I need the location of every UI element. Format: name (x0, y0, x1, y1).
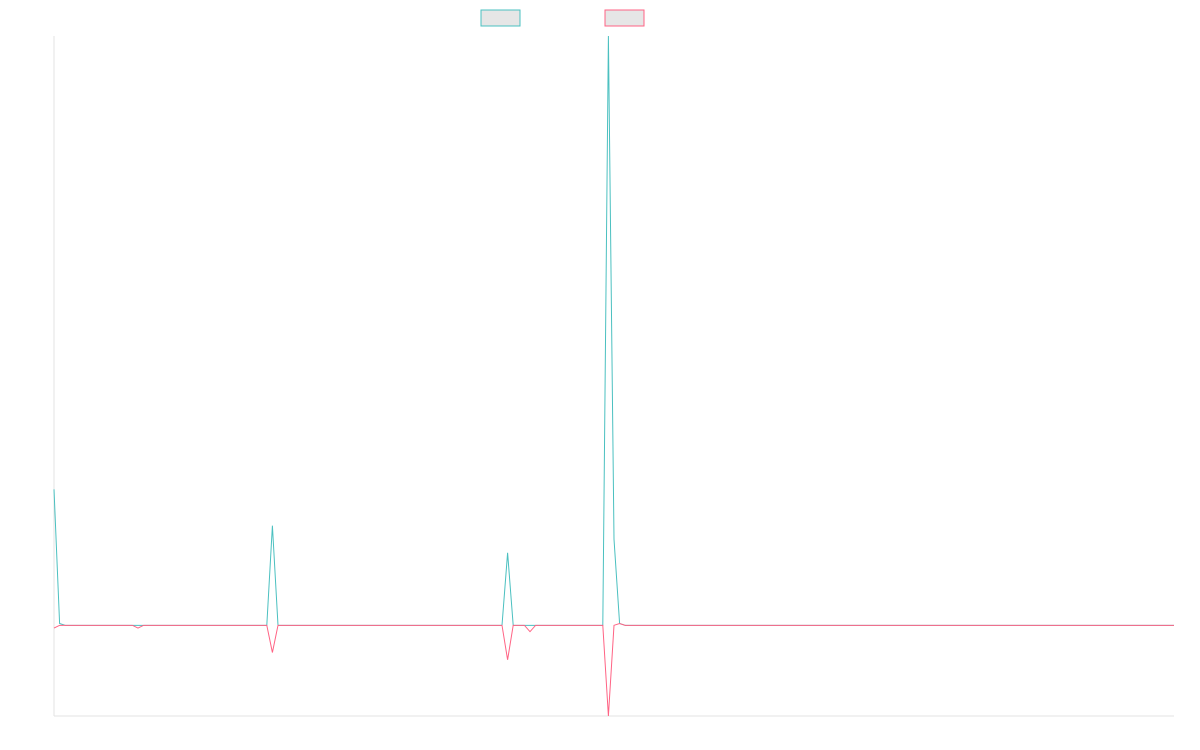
series-line-2 (53, 622, 1174, 717)
series-group (53, 35, 1174, 717)
axes (53, 36, 1174, 717)
legend (480, 9, 645, 27)
legend-swatch-2[interactable] (604, 9, 645, 27)
series-line-1 (53, 35, 1174, 626)
legend-swatch-1[interactable] (480, 9, 521, 27)
